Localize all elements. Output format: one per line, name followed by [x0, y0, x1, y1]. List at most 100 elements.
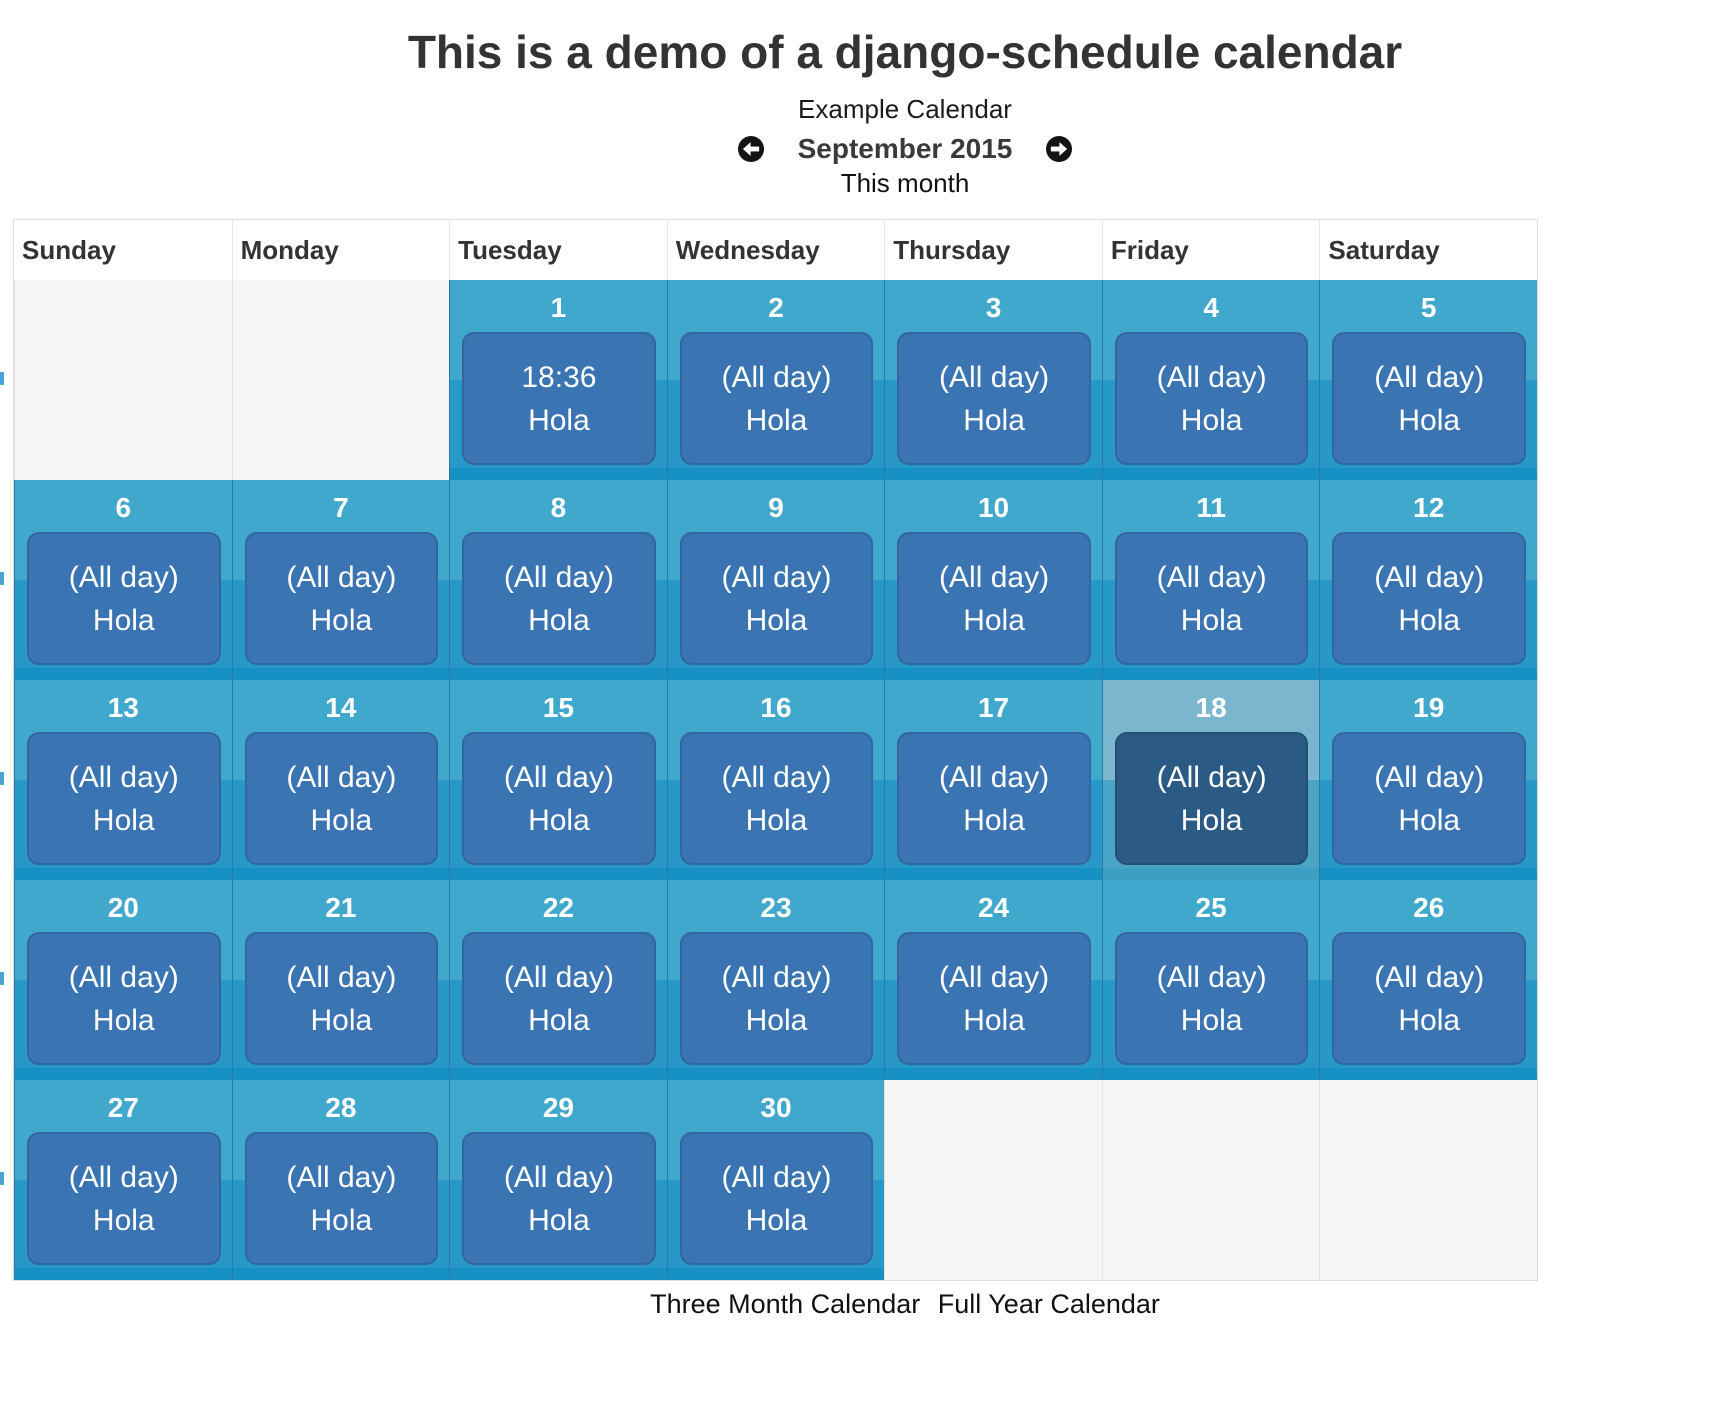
calendar-name-link[interactable]: Example Calendar — [798, 94, 1012, 124]
event-button[interactable]: (All day) Hola — [27, 932, 221, 1065]
event-time-label: (All day) — [286, 1160, 397, 1194]
week-row: 6 (All day) Hola 7 (All day) Hola 8 (All day) Ho… — [0, 480, 1537, 680]
event-time-label: (All day) — [721, 360, 832, 394]
event-time-label: (All day) — [939, 360, 1050, 394]
day-cell-27: 27 (All day) Hola — [14, 1080, 232, 1280]
event-button[interactable]: 18:36 Hola — [462, 332, 656, 465]
event-time-label: (All day) — [503, 1160, 614, 1194]
month-calendar-grid: Sunday Monday Tuesday Wednesday Thursday Frid… — [0, 219, 1538, 1281]
event-title-label: Hola — [1398, 403, 1461, 437]
empty-day-cell — [231, 280, 450, 480]
day-cell-20: 20 (All day) Hola — [14, 880, 232, 1080]
day-number: 13 — [107, 692, 139, 723]
event-button[interactable]: (All day) Hola — [1114, 732, 1309, 865]
day-cell-24: 24 (All day) Hola — [884, 880, 1102, 1080]
event-button[interactable]: (All day) Hola — [1114, 932, 1309, 1065]
event-time-label: (All day) — [68, 760, 179, 794]
event-title-label: Hola — [1398, 803, 1461, 837]
event-button[interactable]: (All day) Hola — [679, 532, 874, 665]
day-number: 7 — [333, 492, 349, 523]
day-cell-13: 13 (All day) Hola — [14, 680, 232, 880]
event-title-label: Hola — [528, 1003, 590, 1037]
event-time-label: (All day) — [286, 960, 397, 994]
event-button[interactable]: (All day) Hola — [1114, 532, 1309, 665]
event-button[interactable]: (All day) Hola — [679, 732, 874, 865]
event-title-label: Hola — [92, 1003, 155, 1037]
day-number: 27 — [107, 1092, 139, 1123]
event-title-label: Hola — [1180, 1003, 1243, 1037]
day-number: 19 — [1413, 692, 1445, 723]
weekday-header-monday: Monday — [231, 220, 450, 280]
day-number: 30 — [760, 1092, 792, 1123]
event-title-label: Hola — [1398, 603, 1461, 637]
day-cell-1: 1 18:36 Hola — [449, 280, 667, 480]
event-time-label: (All day) — [1374, 560, 1485, 594]
day-cell-26: 26 (All day) Hola — [1319, 880, 1537, 1080]
event-button[interactable]: (All day) Hola — [1332, 932, 1526, 1065]
weekday-header-row: Sunday Monday Tuesday Wednesday Thursday Frid… — [14, 220, 1537, 280]
event-time-label: (All day) — [286, 560, 397, 594]
event-button[interactable]: (All day) Hola — [244, 732, 439, 865]
event-title-label: Hola — [963, 1003, 1025, 1037]
day-number: 11 — [1196, 492, 1226, 523]
event-button[interactable]: (All day) Hola — [1332, 532, 1526, 665]
event-button[interactable]: (All day) Hola — [462, 732, 656, 865]
event-button[interactable]: (All day) Hola — [244, 932, 439, 1065]
event-time-label: (All day) — [721, 560, 832, 594]
day-number: 29 — [542, 1092, 574, 1123]
event-button[interactable]: (All day) Hola — [679, 332, 874, 465]
day-number: 22 — [542, 892, 574, 923]
day-cell-7: 7 (All day) Hola — [231, 480, 450, 680]
event-button[interactable]: (All day) Hola — [897, 732, 1091, 865]
day-number: 14 — [325, 692, 357, 723]
event-button[interactable]: (All day) Hola — [27, 732, 221, 865]
event-button[interactable]: (All day) Hola — [1332, 732, 1526, 865]
event-button[interactable]: (All day) Hola — [244, 532, 439, 665]
day-number: 17 — [977, 692, 1010, 723]
event-button[interactable]: (All day) Hola — [462, 932, 656, 1065]
day-number: 23 — [760, 892, 792, 923]
week-row: 27 (All day) Hola 28 (All day) Hola 29 (All day… — [0, 1080, 1537, 1280]
left-edge-cropped-fragment — [0, 572, 4, 585]
full-year-calendar-link[interactable]: Full Year Calendar — [937, 1289, 1160, 1319]
empty-day-cell — [14, 280, 232, 480]
event-button[interactable]: (All day) Hola — [1332, 332, 1526, 465]
event-title-label: Hola — [310, 803, 373, 837]
event-button[interactable]: (All day) Hola — [462, 1132, 656, 1265]
event-button[interactable]: (All day) Hola — [897, 932, 1091, 1065]
event-title-label: Hola — [528, 403, 590, 437]
next-month-button[interactable] — [1046, 136, 1073, 162]
event-title-label: Hola — [963, 603, 1025, 637]
day-number: 21 — [325, 892, 357, 923]
event-button[interactable]: (All day) Hola — [897, 532, 1091, 665]
event-button[interactable]: (All day) Hola — [27, 532, 221, 665]
day-cell-17: 17 (All day) Hola — [884, 680, 1102, 880]
day-cell-18: 18 (All day) Hola — [1101, 680, 1320, 880]
day-number: 28 — [325, 1092, 357, 1123]
event-time-label: (All day) — [503, 960, 614, 994]
event-button[interactable]: (All day) Hola — [679, 1132, 874, 1265]
event-button[interactable]: (All day) Hola — [462, 532, 656, 665]
prev-month-button[interactable] — [737, 136, 764, 162]
event-title-label: Hola — [310, 1003, 373, 1037]
arrow-circle-left-icon — [737, 136, 764, 162]
event-title-label: Hola — [528, 1203, 590, 1237]
event-button[interactable]: (All day) Hola — [1114, 332, 1309, 465]
day-number: 4 — [1203, 292, 1219, 323]
event-time-label: (All day) — [721, 960, 832, 994]
event-title-label: Hola — [310, 1203, 373, 1237]
event-title-label: Hola — [310, 603, 373, 637]
event-button[interactable]: (All day) Hola — [244, 1132, 439, 1265]
event-title-label: Hola — [1180, 403, 1243, 437]
empty-day-cell — [884, 1080, 1102, 1280]
event-button[interactable]: (All day) Hola — [679, 932, 874, 1065]
weekday-header-friday: Friday — [1101, 220, 1320, 280]
event-time-label: 18:36 — [521, 360, 597, 394]
this-month-link[interactable]: This month — [840, 168, 970, 198]
event-title-label: Hola — [745, 803, 808, 837]
event-button[interactable]: (All day) Hola — [27, 1132, 221, 1265]
event-button[interactable]: (All day) Hola — [897, 332, 1091, 465]
event-title-label: Hola — [745, 1003, 808, 1037]
three-month-calendar-link[interactable]: Three Month Calendar — [650, 1289, 921, 1319]
day-cell-5: 5 (All day) Hola — [1319, 280, 1537, 480]
